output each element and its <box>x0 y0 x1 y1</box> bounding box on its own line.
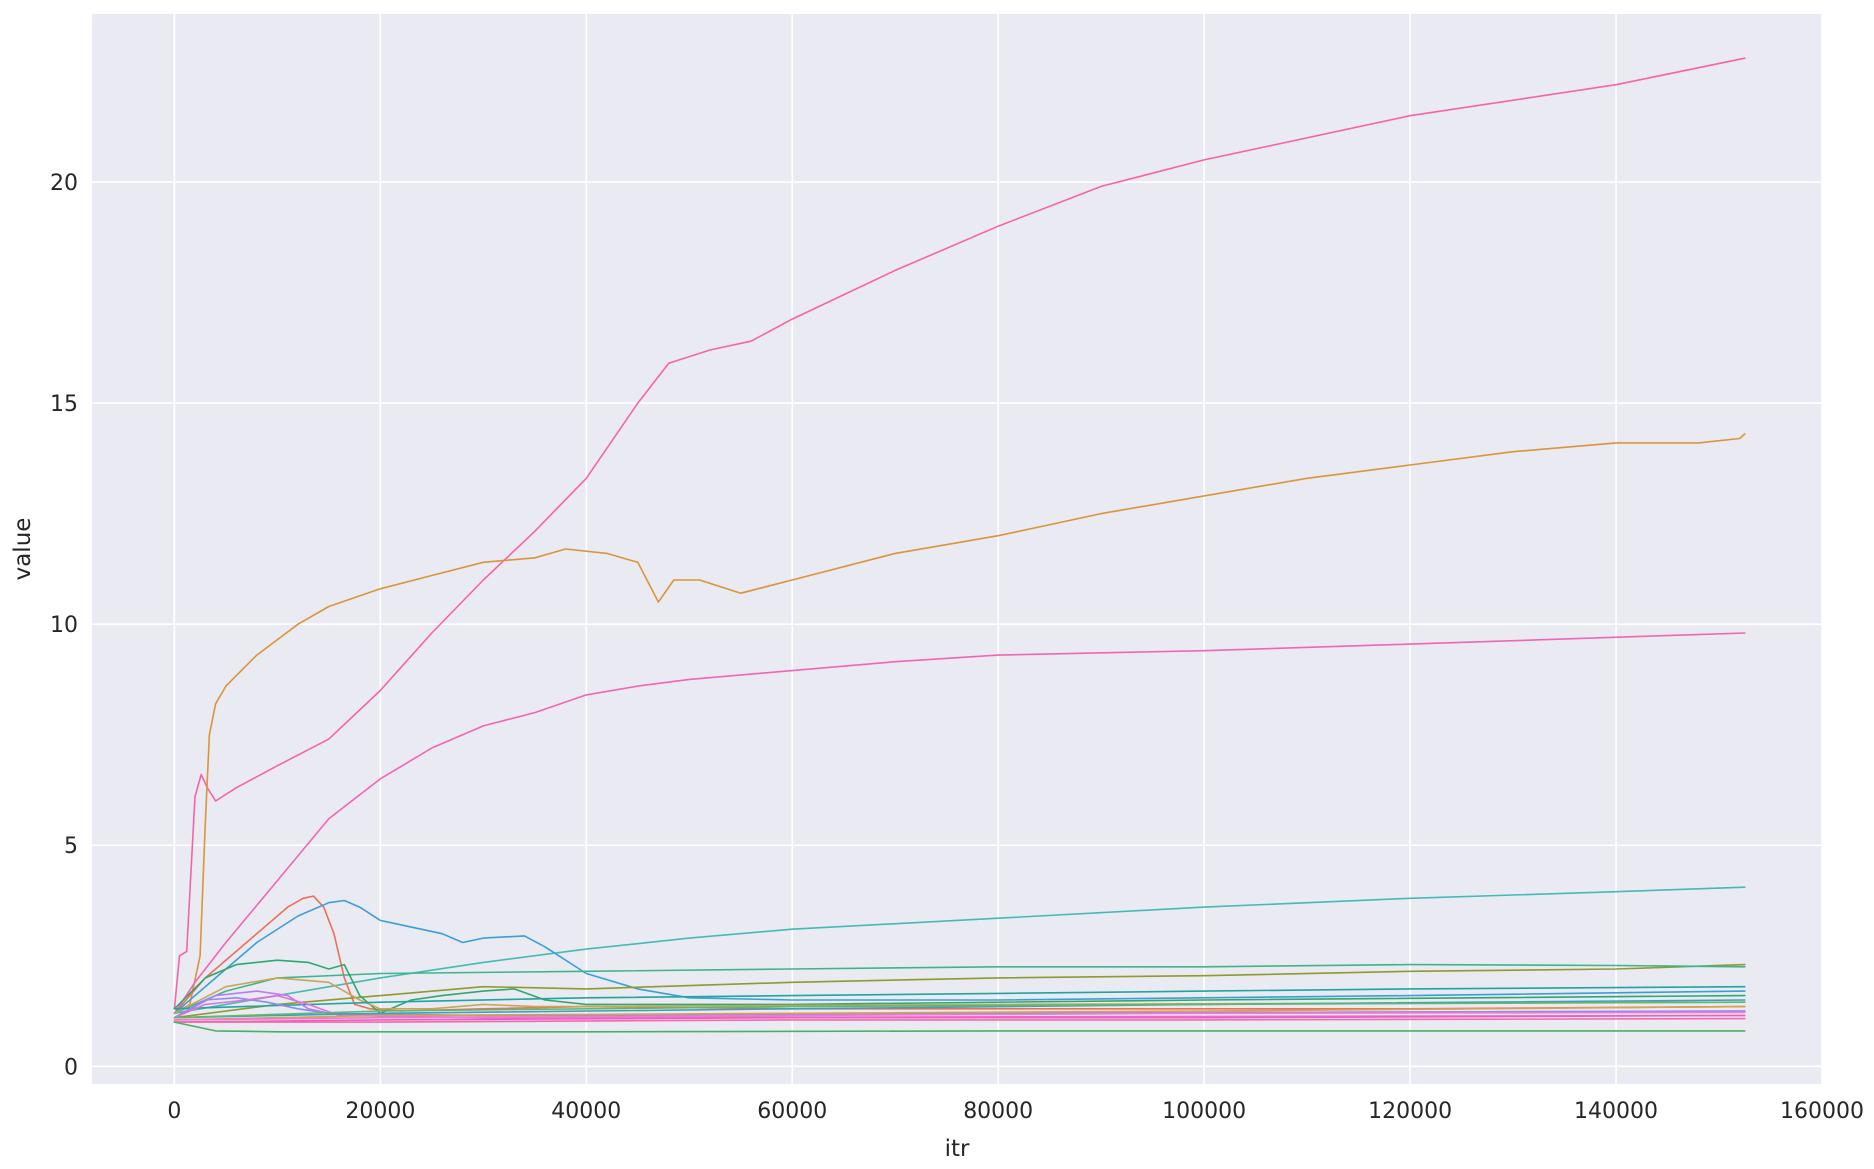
y-axis-tick-labels: 0 5 10 15 20 <box>50 171 78 1080</box>
x-tick-label: 60000 <box>757 1099 827 1124</box>
series-line-16 <box>173 1005 1746 1021</box>
series-line-21 <box>173 1021 1746 1033</box>
grid-lines <box>92 14 1823 1084</box>
y-tick-label: 5 <box>64 834 78 859</box>
y-tick-label: 15 <box>50 392 78 417</box>
series-line-8 <box>173 963 1746 1015</box>
series-line-3 <box>173 632 1746 1015</box>
x-tick-label: 40000 <box>551 1099 621 1124</box>
series-line-18 <box>173 1017 1746 1023</box>
series-line-6 <box>173 899 1746 1015</box>
series-line-4 <box>173 886 1746 1015</box>
series-lines <box>173 57 1746 1033</box>
series-line-19 <box>173 1011 1746 1021</box>
plot-area-background <box>92 14 1822 1084</box>
y-tick-label: 0 <box>64 1055 78 1080</box>
series-line-1 <box>173 57 1746 1010</box>
series-line-13 <box>173 996 1746 1019</box>
y-axis-label: value <box>10 518 36 581</box>
series-line-11 <box>173 985 1746 1010</box>
x-tick-label: 0 <box>167 1099 181 1124</box>
y-tick-label: 20 <box>50 171 78 196</box>
x-tick-label: 100000 <box>1162 1099 1246 1124</box>
series-line-9 <box>173 959 1746 1015</box>
x-tick-label: 20000 <box>345 1099 415 1124</box>
series-line-5 <box>173 895 1746 1015</box>
y-tick-label: 10 <box>50 613 78 638</box>
series-line-7 <box>173 963 1746 1019</box>
series-line-20 <box>173 1001 1746 1019</box>
x-axis-label: itr <box>945 1136 970 1162</box>
series-line-2 <box>173 433 1746 1015</box>
x-tick-label: 120000 <box>1368 1099 1452 1124</box>
x-tick-label: 80000 <box>963 1099 1033 1124</box>
series-line-10 <box>173 977 1746 1015</box>
x-axis-tick-labels: 0 20000 40000 60000 80000 100000 120000 140000 1… <box>167 1099 1864 1124</box>
x-tick-label: 140000 <box>1574 1099 1658 1124</box>
series-line-17 <box>173 1014 1746 1023</box>
x-tick-label: 160000 <box>1780 1099 1864 1124</box>
